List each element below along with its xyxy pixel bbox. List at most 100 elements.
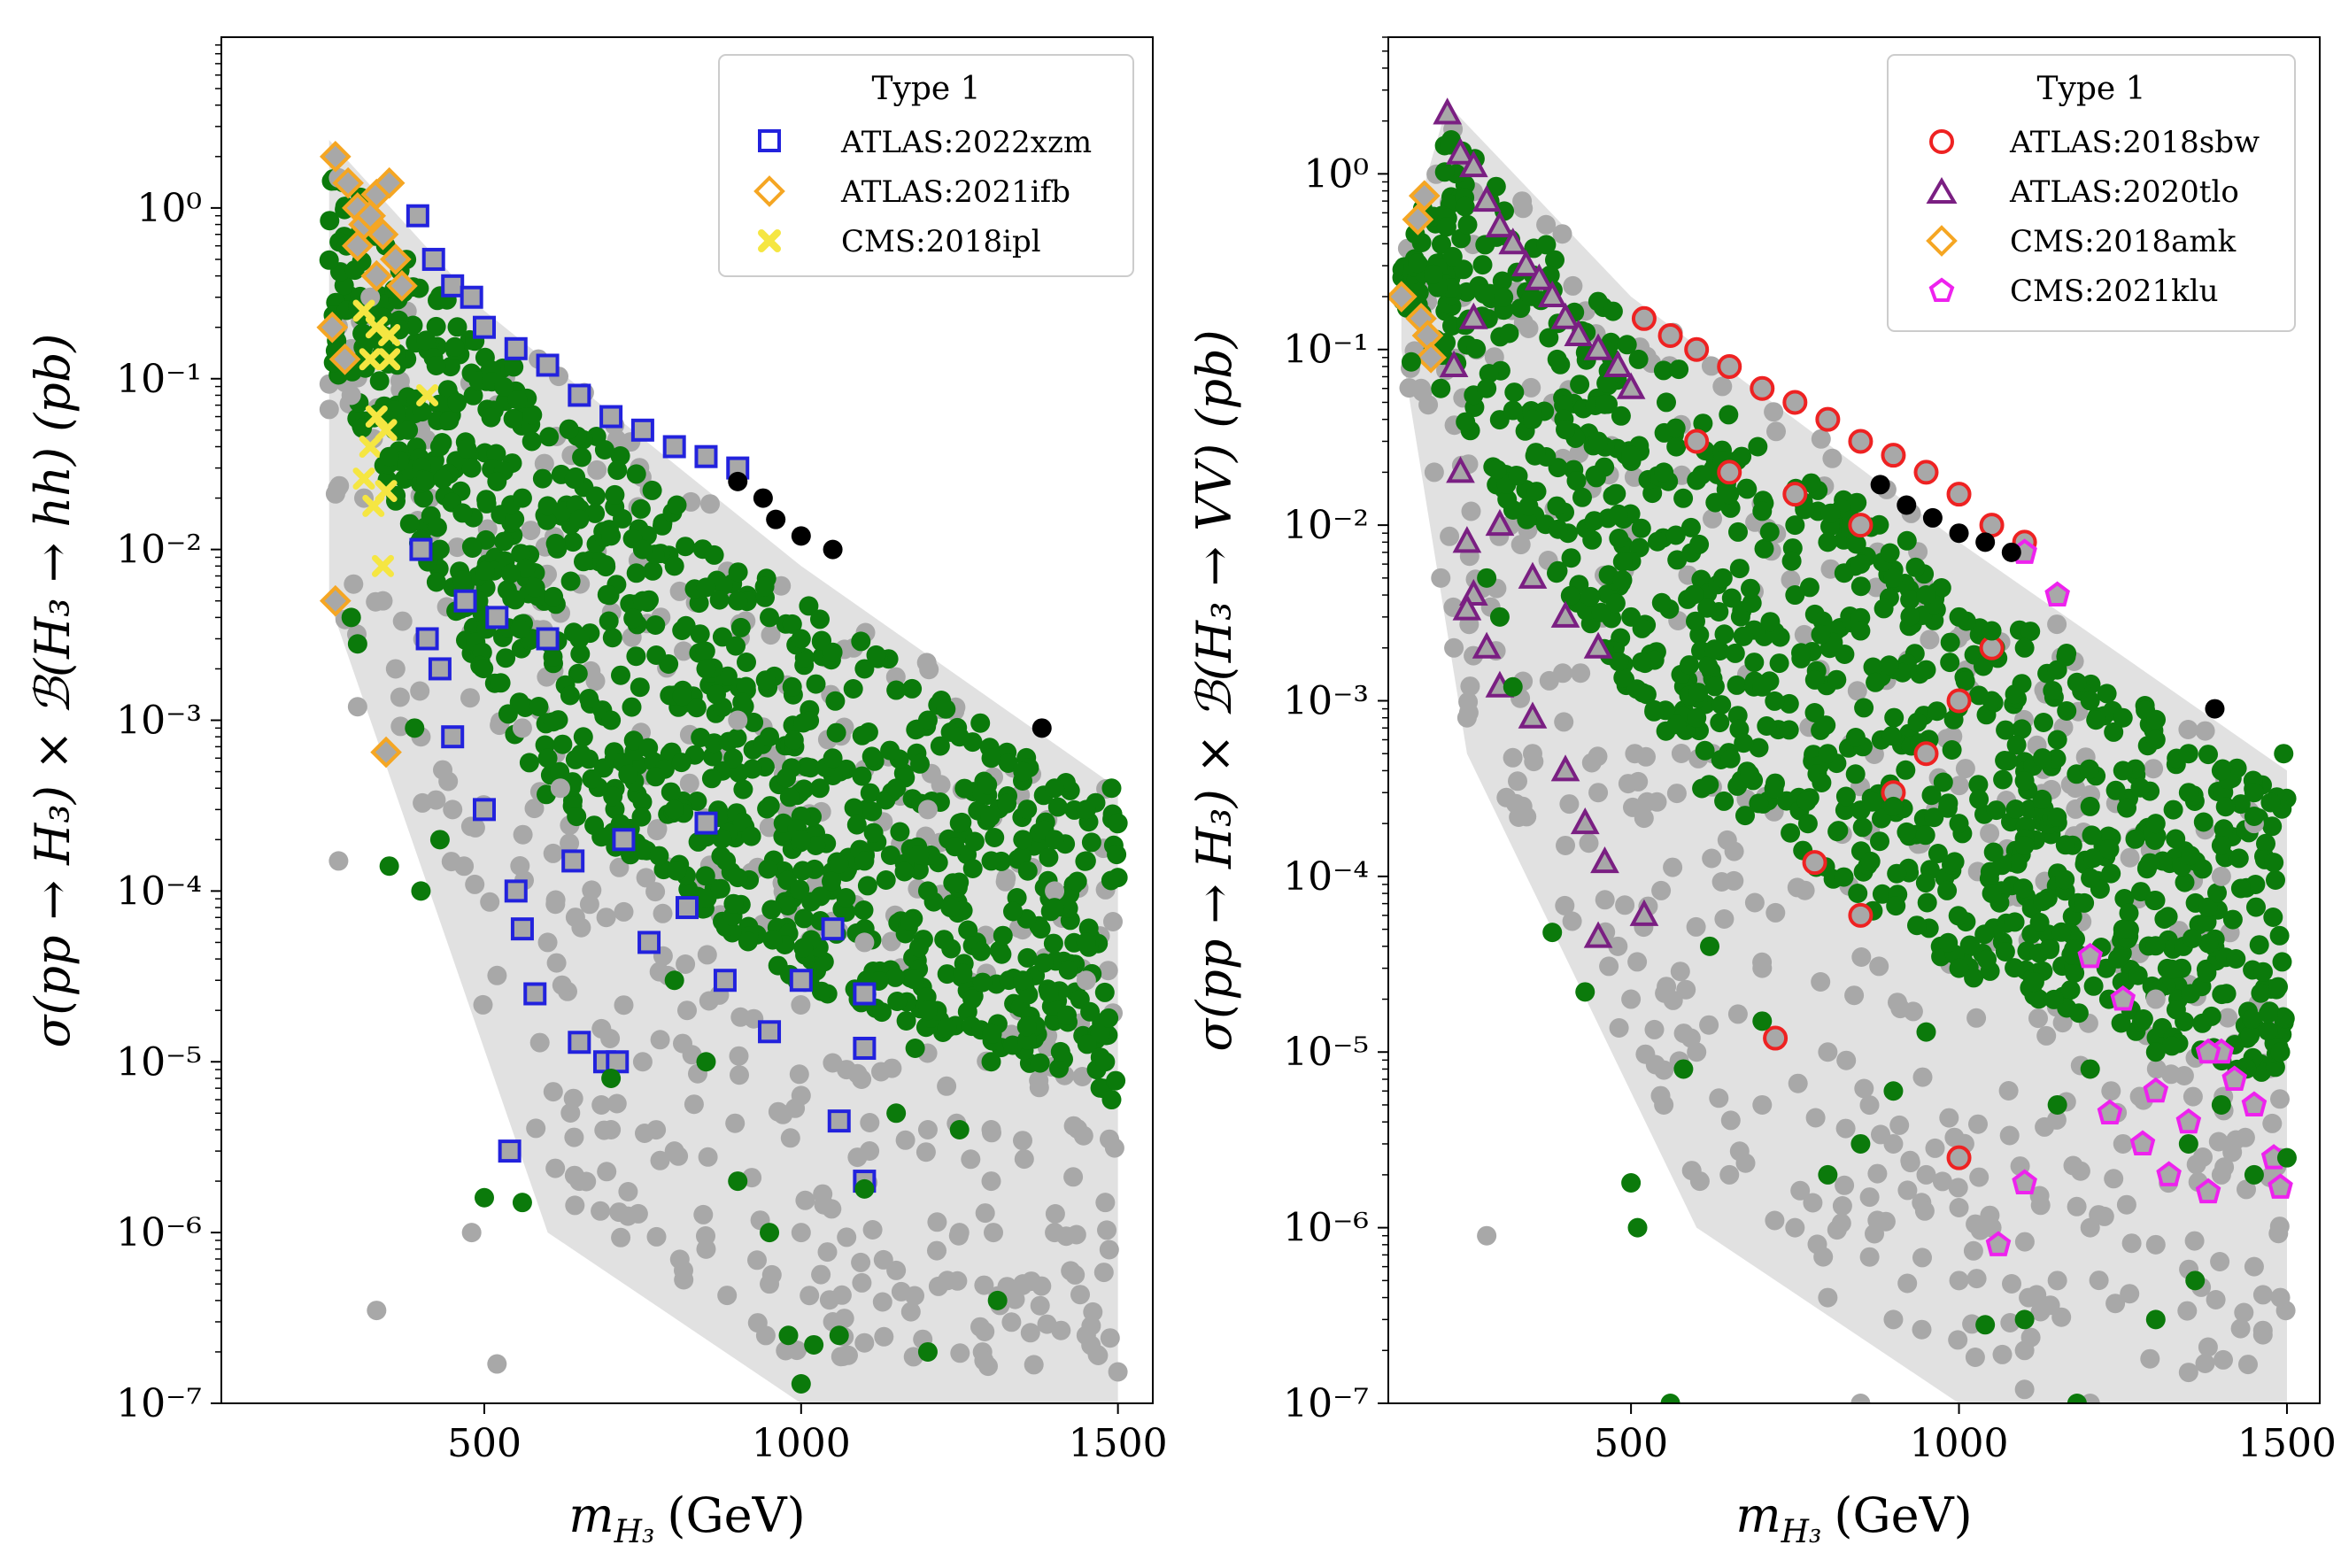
left-green-cloud-point xyxy=(631,807,652,827)
left-point-green xyxy=(512,1193,532,1213)
right-gray-cloud-point xyxy=(2067,1196,2087,1217)
right-gray-cloud-point xyxy=(1765,902,1786,923)
right-green-cloud-point xyxy=(2007,854,2028,874)
right-green-cloud-point xyxy=(1804,669,1825,690)
left-point-green xyxy=(823,748,843,769)
left-green-cloud-point xyxy=(846,815,867,835)
right-green-cloud-point xyxy=(2258,1021,2278,1041)
left-point-atlas-2022xzm xyxy=(694,444,718,468)
left-point-all-points xyxy=(981,1120,1001,1140)
left-green-cloud-point xyxy=(646,645,667,665)
left-gray-cloud-point xyxy=(771,575,792,596)
left-point-black xyxy=(1031,718,1052,738)
left-gray-cloud-point xyxy=(817,1242,838,1263)
right-green-cloud-point xyxy=(1442,246,1463,266)
left-green-cloud-point xyxy=(790,879,810,900)
left-point-all-points xyxy=(981,1171,1001,1192)
right-point-atlas-2020tlo xyxy=(1446,137,1475,165)
right-green-cloud-point xyxy=(1996,720,2016,740)
right-green-cloud-point xyxy=(1933,772,1953,792)
right-point-all-points xyxy=(1752,1094,1773,1115)
right-point-green xyxy=(1752,501,1773,521)
left-green-cloud-point xyxy=(1047,797,1068,817)
right-green-cloud-point xyxy=(1584,511,1604,531)
left-point-cms-2018ipl xyxy=(365,316,388,339)
right-point-all-points xyxy=(1719,1164,1740,1185)
left-green-cloud-point xyxy=(476,493,497,514)
left-point-atlas-2021ifb xyxy=(373,166,406,199)
left-point-green xyxy=(379,446,399,467)
right-gray-cloud-point xyxy=(1963,1240,1983,1261)
left-gray-cloud-point xyxy=(860,1113,880,1132)
right-green-cloud-point xyxy=(1732,446,1752,467)
right-green-cloud-point xyxy=(1937,880,1958,900)
left-gray-cloud-point xyxy=(591,1201,611,1221)
left-point-atlas-2021ifb xyxy=(354,199,387,232)
right-point-green xyxy=(1850,554,1871,575)
right-gray-cloud-point xyxy=(1832,1196,1852,1216)
right-green-cloud-point xyxy=(1453,259,1473,280)
right-green-cloud-point xyxy=(1479,364,1499,383)
left-point-cms-2018ipl xyxy=(378,348,401,371)
left-green-cloud-point xyxy=(319,250,339,270)
left-point-cms-2018ipl xyxy=(359,436,382,459)
left-point-all-points xyxy=(1095,1193,1116,1213)
right-green-cloud-point xyxy=(2226,949,2246,969)
left-gray-cloud-point xyxy=(1063,1167,1084,1187)
left-gray-cloud-point xyxy=(1001,1312,1022,1332)
right-point-atlas-2020tlo xyxy=(1485,210,1515,238)
left-gray-cloud-point xyxy=(800,1286,820,1306)
right-gray-cloud-point xyxy=(2101,1081,2121,1101)
left-green-cloud-point xyxy=(543,712,563,732)
right-point-green xyxy=(1660,1394,1680,1403)
right-green-cloud-point xyxy=(1799,577,1819,598)
right-green-cloud-point xyxy=(2033,748,2052,769)
left-gray-cloud-point xyxy=(852,1070,872,1089)
right-point-atlas-2018sbw xyxy=(1750,375,1775,401)
right-green-cloud-point xyxy=(1492,271,1512,291)
left-green-cloud-point xyxy=(902,678,923,699)
right-point-green xyxy=(2113,707,2133,728)
right-green-cloud-point xyxy=(2260,792,2281,813)
left-gray-cloud-point xyxy=(606,1093,627,1114)
right-green-cloud-point xyxy=(1554,395,1574,415)
left-point-green xyxy=(632,539,653,560)
right-point-green xyxy=(2080,691,2100,711)
left-green-cloud-point xyxy=(1106,1070,1126,1091)
left-gray-cloud-point xyxy=(676,954,696,974)
left-green-cloud-point xyxy=(645,767,666,787)
right-green-cloud-point xyxy=(2034,713,2053,732)
right-point-cms-2021klu xyxy=(2044,581,2070,607)
left-green-cloud-point xyxy=(992,944,1012,964)
right-green-cloud-point xyxy=(2097,684,2117,704)
right-green-cloud-point xyxy=(1995,942,2015,962)
left-green-cloud-point xyxy=(594,440,614,460)
right-green-cloud-point xyxy=(1720,748,1741,769)
right-green-cloud-point xyxy=(1781,823,1801,843)
left-point-green xyxy=(917,881,938,901)
left-point-all-points xyxy=(341,385,361,406)
left-green-cloud-point xyxy=(852,725,872,745)
left-gray-cloud-point xyxy=(325,483,345,504)
left-green-cloud-point xyxy=(860,783,880,803)
left-gray-cloud-point xyxy=(1093,1263,1114,1283)
left-gray-cloud-point xyxy=(480,892,500,912)
right-green-cloud-point xyxy=(1666,436,1687,457)
left-green-cloud-point xyxy=(645,615,666,635)
right-green-cloud-point xyxy=(1609,529,1629,548)
left-gray-cloud-point xyxy=(545,894,566,915)
left-green-cloud-point xyxy=(876,870,896,890)
right-panel: 500 1000 1500 10⁻⁷ 10⁻⁶ 10⁻⁵ 10⁻⁴ 10⁻³ 10⁻² 10⁻¹… xyxy=(1186,36,2337,1550)
left-gray-cloud-point xyxy=(927,1240,946,1261)
right-point-all-points xyxy=(2145,989,2166,1009)
left-point-black xyxy=(728,471,748,491)
right-point-green xyxy=(1556,420,1576,440)
right-green-cloud-point xyxy=(1644,701,1665,722)
right-x-axis-title: mH₃ (GeV) xyxy=(1735,1487,1972,1550)
left-green-cloud-point xyxy=(439,411,460,430)
left-green-cloud-point xyxy=(806,836,826,855)
right-x-tick-label: 500 xyxy=(1594,1421,1668,1466)
right-green-cloud-point xyxy=(1714,624,1735,645)
left-gray-cloud-point xyxy=(787,1340,807,1361)
right-green-cloud-point xyxy=(2207,883,2227,903)
